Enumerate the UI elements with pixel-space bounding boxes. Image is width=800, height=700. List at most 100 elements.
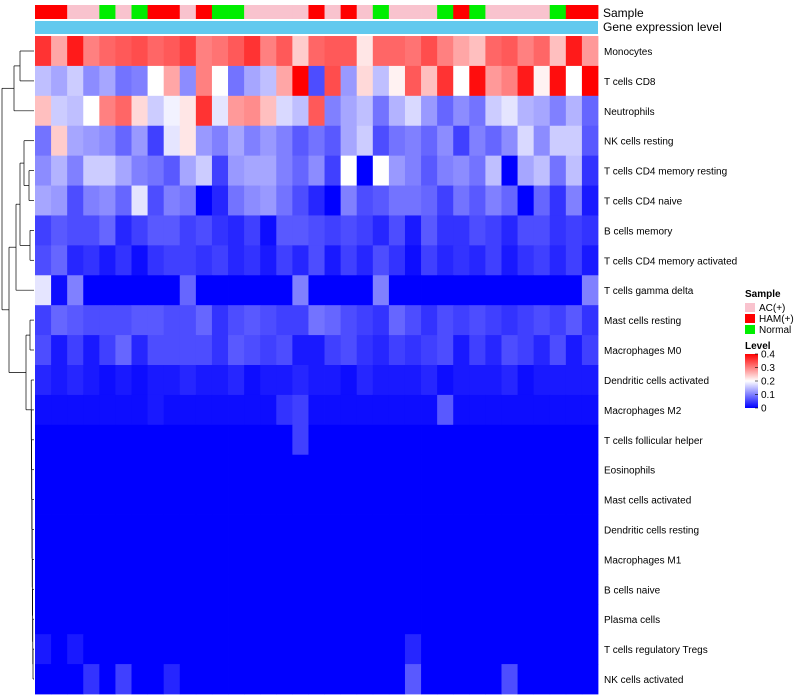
heatmap-cell: [115, 484, 132, 515]
heatmap-cell: [83, 604, 100, 635]
heatmap-cell: [308, 365, 325, 396]
heatmap-cell: [549, 65, 567, 97]
sample-annotation-cell: [485, 5, 502, 19]
heatmap-cell: [533, 634, 551, 665]
heatmap-cell: [51, 95, 68, 127]
heatmap-cell: [35, 95, 52, 127]
heatmap-cell: [276, 394, 293, 426]
heatmap-cell: [581, 36, 599, 67]
heatmap-cell: [195, 514, 213, 545]
heatmap-cell: [356, 245, 374, 276]
heatmap-cell: [308, 335, 325, 366]
heatmap-cell: [99, 95, 116, 127]
heatmap-cell: [83, 574, 100, 605]
legend-swatch: [745, 303, 755, 312]
row-labels: Monocytes T cells CD8 Neutrophils NK cells …: [604, 47, 737, 686]
heatmap-cell: [581, 335, 599, 366]
heatmap-cell: [211, 65, 229, 97]
heatmap-cell: [437, 634, 454, 665]
heatmap-cell: [533, 155, 551, 186]
heatmap-cell: [260, 275, 277, 306]
heatmap-cell: [211, 125, 229, 157]
heatmap-cell: [195, 484, 213, 515]
heatmap-cell: [372, 125, 390, 157]
heatmap-cell: [485, 574, 502, 605]
heatmap-cell: [404, 245, 422, 276]
heatmap-cell: [276, 275, 293, 306]
heatmap-cell: [228, 664, 245, 695]
heatmap-cell: [131, 95, 148, 127]
heatmap-cell: [244, 65, 261, 97]
heatmap-cell: [356, 125, 374, 157]
heatmap-cell: [131, 574, 148, 605]
heatmap-cell: [501, 484, 518, 515]
heatmap-cell: [308, 574, 325, 605]
heatmap-cell: [195, 275, 213, 306]
sample-annotation-cell: [244, 5, 261, 19]
heatmap-cell: [228, 454, 245, 486]
heatmap-cell: [308, 394, 325, 426]
heatmap-cell: [549, 305, 567, 336]
heatmap-cell: [115, 65, 132, 97]
heatmap-cell: [211, 634, 229, 665]
heatmap-cell: [260, 335, 277, 366]
heatmap-cell: [469, 155, 486, 186]
heatmap-cell: [404, 155, 422, 186]
heatmap-cell: [83, 36, 100, 67]
heatmap-cell: [437, 484, 454, 515]
heatmap-cell: [501, 65, 518, 97]
heatmap-cell: [99, 305, 116, 336]
heatmap-cell: [99, 245, 116, 276]
heatmap-cell: [67, 155, 84, 186]
heatmap-cell: [388, 484, 406, 515]
annotation-label-expression: Gene expression level: [603, 20, 722, 34]
heatmap-cell: [211, 95, 229, 127]
heatmap-cell: [308, 604, 325, 635]
heatmap-cell: [372, 604, 390, 635]
heatmap-cell: [211, 36, 229, 67]
heatmap-cell: [276, 36, 293, 67]
heatmap-cell: [453, 664, 470, 695]
heatmap-cell: [469, 95, 486, 127]
heatmap-cell: [292, 454, 309, 486]
heatmap-cell: [67, 484, 84, 515]
heatmap-cell: [453, 245, 470, 276]
heatmap-cell: [163, 484, 181, 515]
heatmap-cell: [517, 634, 535, 665]
heatmap-cell: [421, 454, 438, 486]
heatmap-cell: [51, 454, 68, 486]
heatmap-cell: [292, 185, 309, 216]
heatmap-cell: [179, 604, 197, 635]
heatmap-cell: [404, 185, 422, 216]
heatmap-cell: [565, 484, 583, 515]
level-tick-label: 0: [761, 404, 767, 415]
heatmap-cell: [340, 305, 358, 336]
heatmap-cell: [533, 185, 551, 216]
heatmap-cell: [501, 215, 518, 246]
heatmap-cell: [388, 454, 406, 486]
heatmap-cell: [35, 185, 52, 216]
heatmap-cell: [67, 604, 84, 635]
heatmap-cell: [195, 36, 213, 67]
row-label: T cells follicular helper: [604, 436, 703, 447]
heatmap-cell: [131, 454, 148, 486]
heatmap-cell: [581, 95, 599, 127]
heatmap-cell: [211, 574, 229, 605]
heatmap-cell: [501, 634, 518, 665]
heatmap-cell: [211, 155, 229, 186]
heatmap-cell: [308, 544, 325, 575]
heatmap-cell: [517, 155, 535, 186]
heatmap-cell: [35, 634, 52, 665]
heatmap-cell: [67, 394, 84, 426]
heatmap-cell: [533, 245, 551, 276]
heatmap-cell: [260, 514, 277, 545]
heatmap-cell: [340, 514, 358, 545]
heatmap-cell: [404, 484, 422, 515]
heatmap-cell: [501, 424, 518, 456]
heatmap-cell: [549, 365, 567, 396]
heatmap-cell: [324, 155, 342, 186]
heatmap-cell: [421, 245, 438, 276]
heatmap-cell: [35, 125, 52, 157]
heatmap-cell: [453, 424, 470, 456]
heatmap-cell: [244, 305, 261, 336]
